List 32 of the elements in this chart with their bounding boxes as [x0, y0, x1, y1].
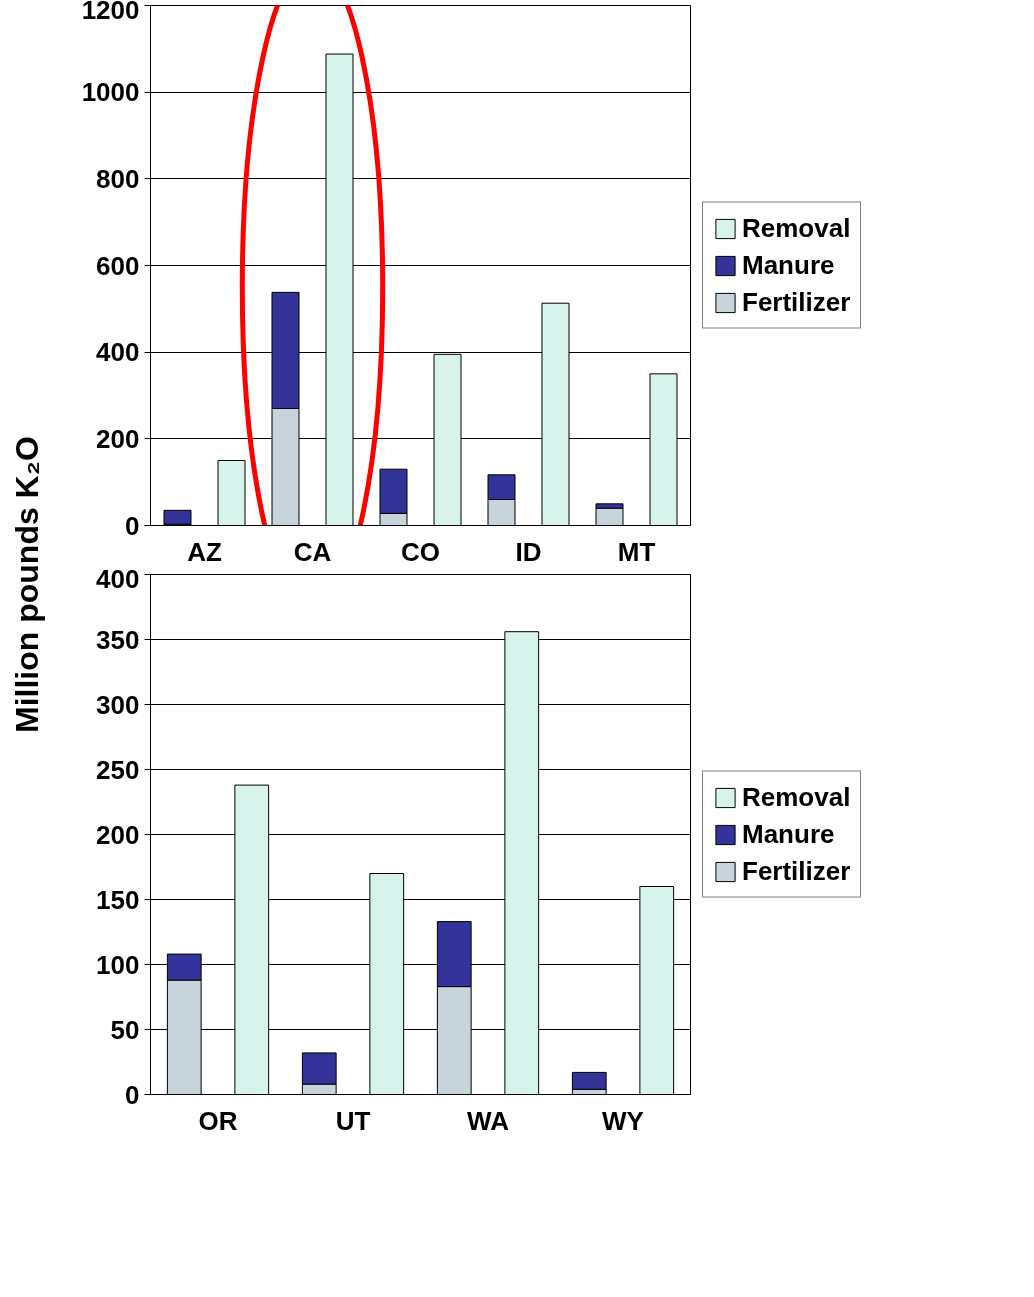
y-tick-label: 0 — [125, 510, 140, 541]
y-tick-label: 50 — [110, 1014, 140, 1045]
legend-label: Manure — [742, 818, 835, 850]
y-tick-label: 200 — [96, 423, 140, 454]
x-tick-label: CA — [293, 536, 332, 567]
x-tick-label: WY — [602, 1105, 644, 1136]
y-tick-label: 300 — [96, 689, 140, 720]
y-tick-label: 150 — [96, 884, 140, 915]
x-tick-label: MT — [617, 536, 656, 567]
y-tick-label: 350 — [96, 624, 140, 655]
y-tick-label: 1000 — [81, 77, 140, 108]
x-tick-label: OR — [198, 1105, 238, 1136]
legend-label: Removal — [742, 781, 851, 813]
y-tick-label: 400 — [96, 337, 140, 368]
legend-label: Manure — [742, 249, 835, 281]
y-tick-label: 0 — [125, 1079, 140, 1110]
legend-label: Fertilizer — [742, 855, 851, 887]
y-tick-label: 400 — [96, 563, 140, 594]
legend-label: Fertilizer — [742, 286, 851, 318]
y-axis-title: Million pounds K₂O — [8, 436, 46, 734]
x-tick-label: AZ — [187, 536, 222, 567]
x-tick-label: UT — [335, 1105, 371, 1136]
x-tick-label: WA — [467, 1105, 510, 1136]
y-tick-label: 100 — [96, 949, 140, 980]
y-tick-label: 800 — [96, 163, 140, 194]
y-tick-label: 1200 — [81, 0, 140, 25]
y-tick-label: 250 — [96, 754, 140, 785]
y-tick-label: 600 — [96, 250, 140, 281]
x-tick-label: ID — [515, 536, 542, 567]
y-tick-label: 200 — [96, 819, 140, 850]
x-tick-label: CO — [401, 536, 440, 567]
legend-label: Removal — [742, 212, 851, 244]
